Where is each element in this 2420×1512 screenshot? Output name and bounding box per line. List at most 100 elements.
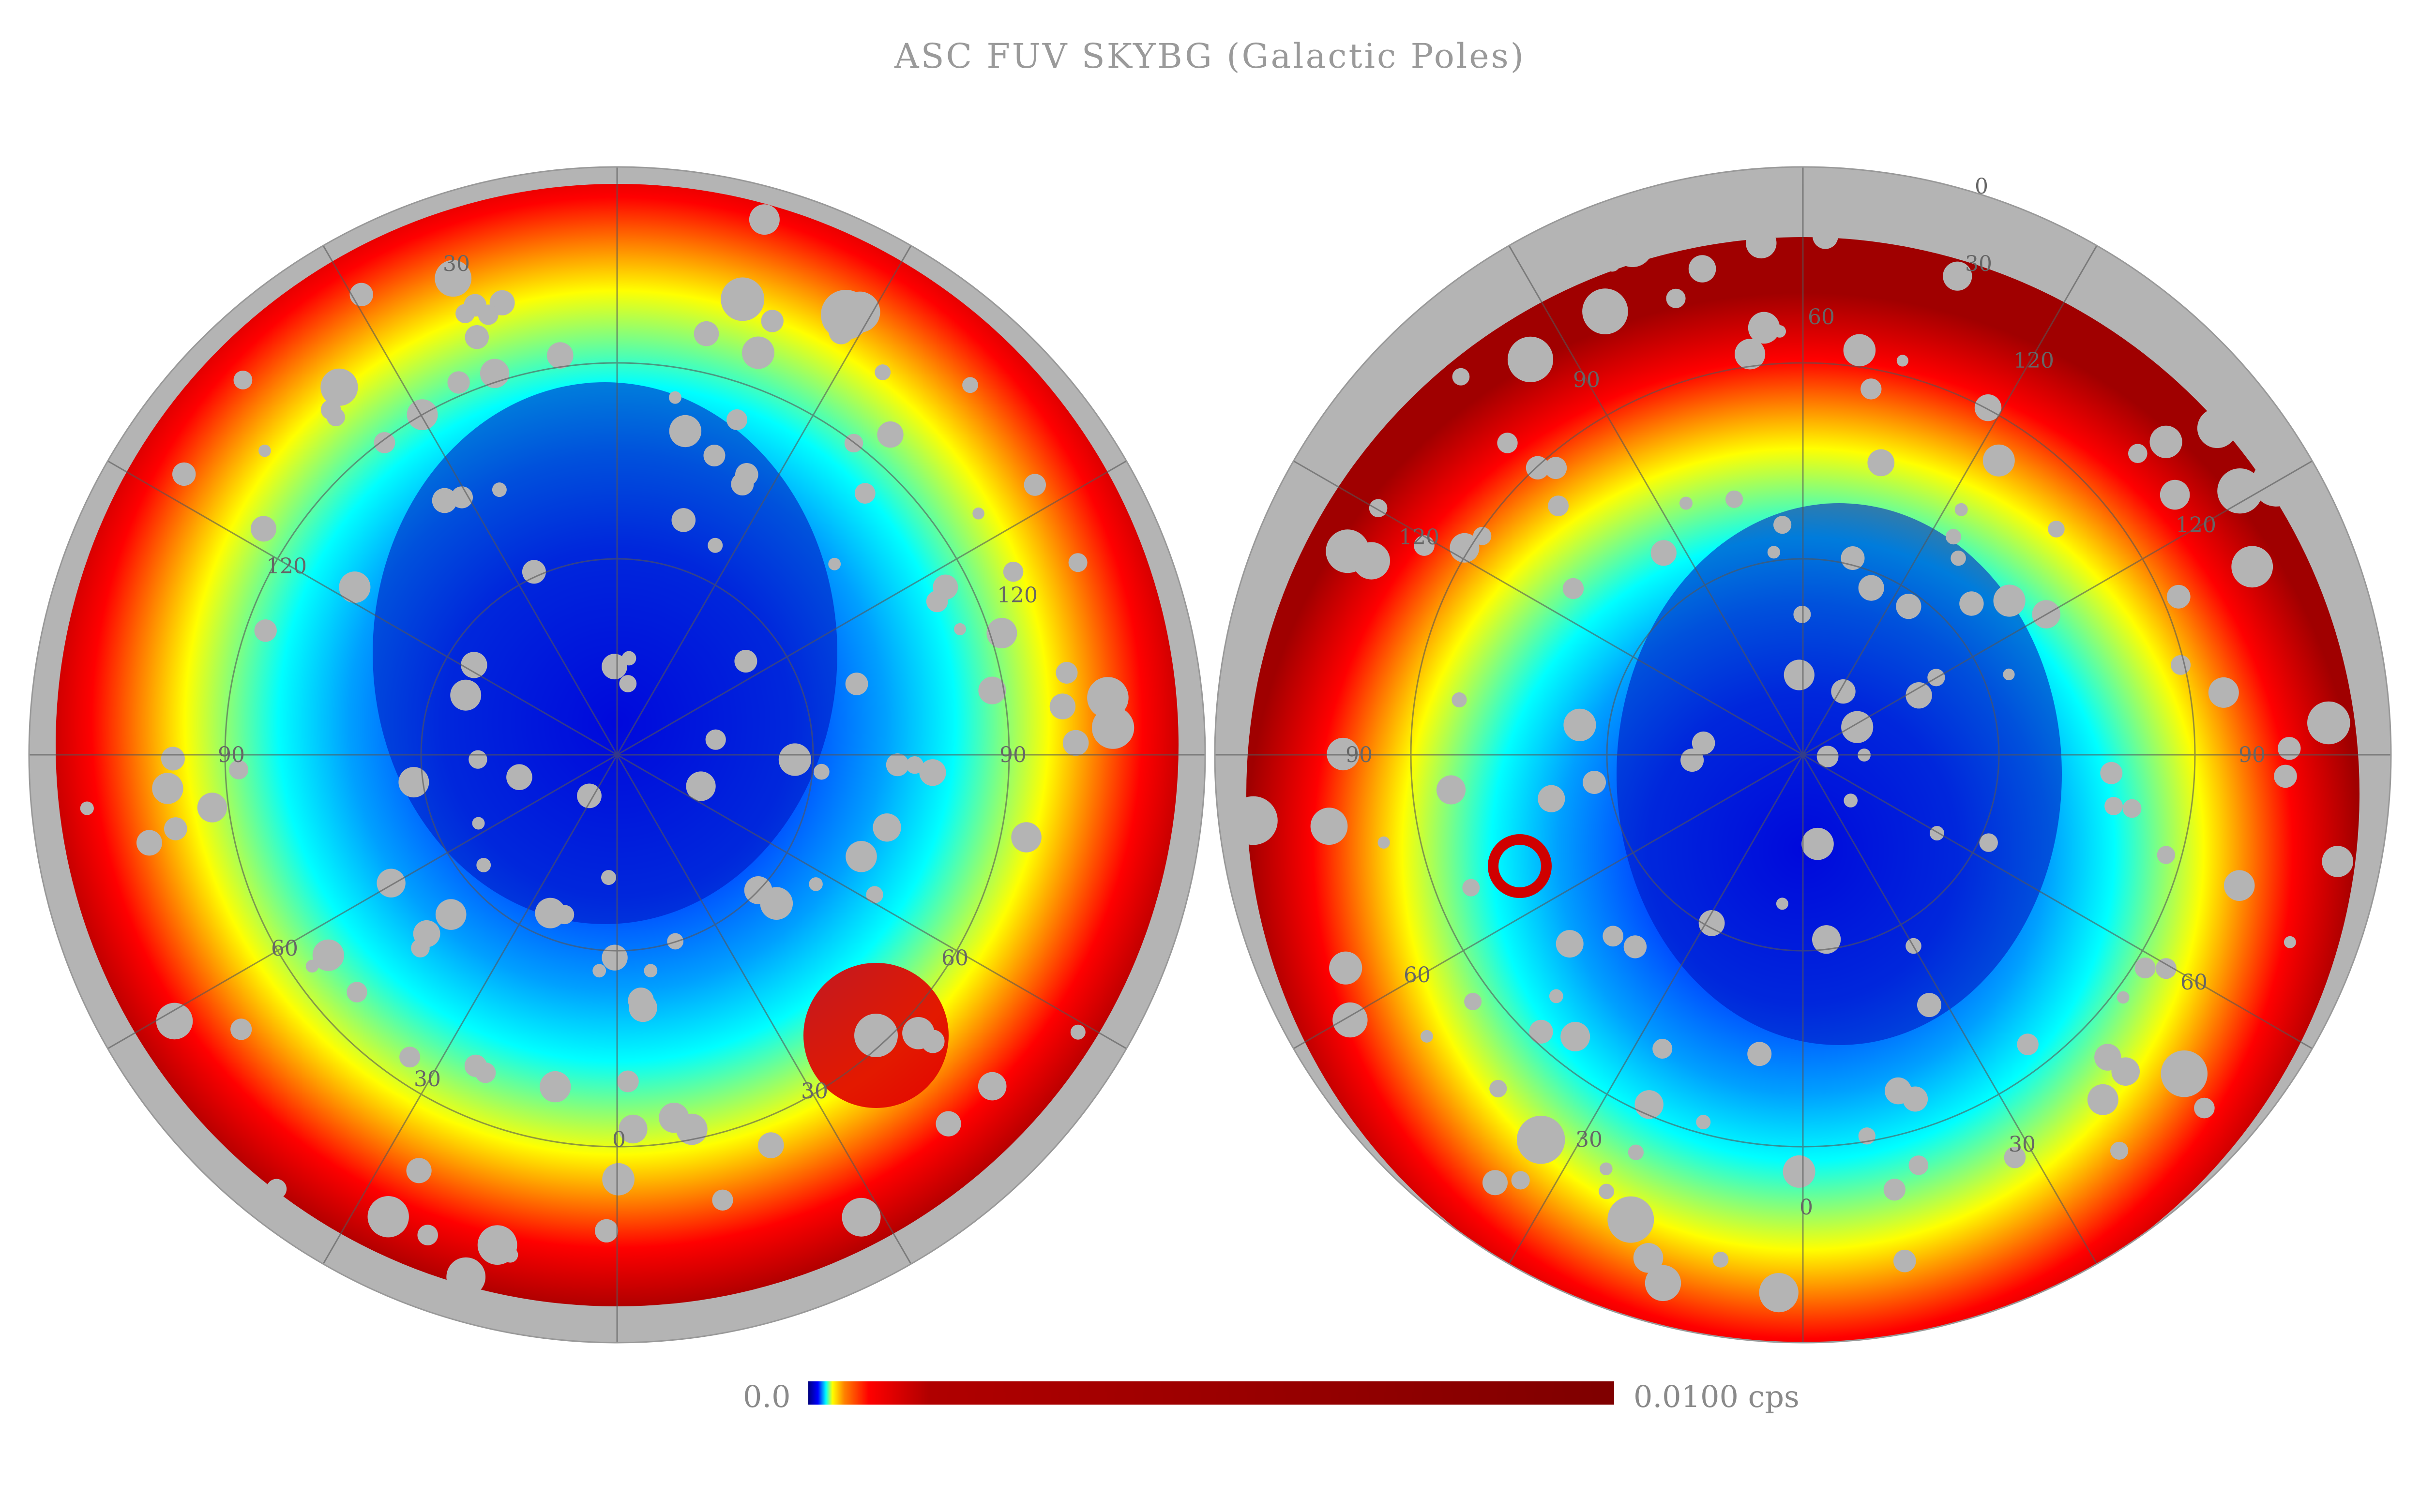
data-gap	[1056, 662, 1078, 684]
data-gap	[1746, 227, 1777, 259]
data-gap	[1816, 746, 1839, 767]
data-gap	[1462, 879, 1480, 897]
data-gap	[1526, 456, 1550, 479]
data-gap	[2278, 737, 2301, 760]
data-gap	[347, 982, 367, 1003]
data-gap	[1352, 542, 1390, 580]
data-gap	[846, 841, 877, 872]
data-gap	[1748, 312, 1780, 344]
data-gap	[778, 743, 811, 776]
data-gap	[1867, 449, 1895, 477]
data-gap	[1507, 336, 1554, 383]
data-gap	[1377, 836, 1390, 849]
data-gap	[668, 391, 681, 404]
data-gap	[1896, 355, 1908, 367]
data-gap	[1712, 1252, 1729, 1268]
data-gap	[1369, 499, 1388, 518]
data-gap	[1049, 693, 1076, 719]
north-lat-label: 60	[941, 946, 968, 971]
data-gap	[432, 488, 457, 513]
data-gap	[1628, 1144, 1644, 1160]
south-lon-label: 120	[2013, 348, 2054, 373]
data-gap	[506, 764, 532, 790]
data-gap	[760, 887, 793, 920]
data-gap	[1841, 711, 1874, 743]
data-gap	[349, 283, 373, 306]
data-gap	[1759, 1273, 1799, 1313]
north-lon-label: 120	[266, 554, 307, 579]
data-gap	[2208, 677, 2239, 708]
data-gap	[978, 1072, 1007, 1101]
data-gap	[1612, 226, 1653, 268]
data-gap	[1652, 1039, 1673, 1059]
data-gap	[2134, 958, 2156, 979]
data-gap	[1917, 993, 1941, 1018]
data-gap	[2223, 870, 2255, 901]
data-gap	[1679, 496, 1693, 510]
data-gap	[972, 507, 984, 520]
data-gap	[1943, 261, 1972, 291]
data-gap	[1070, 1024, 1086, 1040]
data-gap	[936, 1111, 961, 1137]
north-lat-label: 120	[997, 583, 1038, 608]
data-gap	[1698, 910, 1725, 936]
south-lat-label: 90	[2238, 743, 2266, 767]
data-gap	[1650, 540, 1677, 566]
data-gap	[1473, 526, 1492, 545]
data-gap	[866, 886, 883, 903]
data-gap	[80, 801, 94, 815]
data-gap	[962, 377, 978, 393]
north-lat-label: 90	[218, 743, 245, 767]
data-gap	[233, 371, 253, 389]
data-gap	[312, 939, 344, 971]
data-gap	[886, 753, 909, 777]
data-gap	[1696, 1115, 1711, 1130]
data-gap	[1420, 1030, 1433, 1043]
data-gap	[617, 1070, 639, 1093]
data-gap	[1979, 833, 1998, 852]
data-gap	[1776, 898, 1788, 910]
data-gap	[2128, 444, 2148, 463]
data-gap	[2110, 1141, 2129, 1160]
data-gap	[413, 920, 440, 947]
data-gap	[2155, 958, 2177, 979]
data-gap	[1582, 288, 1628, 334]
data-gap	[1497, 433, 1518, 453]
data-gap	[602, 944, 628, 971]
data-gap	[1735, 339, 1766, 370]
data-gap	[1310, 808, 1348, 845]
data-gap	[906, 756, 924, 774]
data-gap	[1464, 993, 1482, 1010]
data-gap	[435, 260, 472, 297]
data-gap	[1563, 708, 1596, 741]
data-gap	[592, 964, 606, 978]
data-gap	[1783, 1155, 1815, 1188]
colorbar	[808, 1381, 1614, 1405]
data-gap	[1607, 1196, 1654, 1243]
data-gap	[399, 1047, 421, 1068]
data-gap	[875, 364, 891, 380]
data-gap	[1068, 553, 1088, 572]
chart-title: ASC FUV SKYBG (Galactic Poles)	[894, 36, 1526, 76]
data-gap	[1645, 1265, 1681, 1302]
data-gap	[2284, 936, 2296, 948]
data-gap	[628, 988, 654, 1014]
data-gap	[1767, 546, 1780, 559]
data-gap	[877, 421, 904, 448]
data-gap	[1946, 529, 1961, 545]
data-gap	[1893, 1249, 1916, 1272]
data-gap	[164, 817, 187, 840]
data-gap	[919, 759, 946, 786]
data-gap	[734, 650, 757, 673]
data-gap	[406, 1158, 432, 1183]
data-gap	[2087, 1084, 2118, 1115]
data-gap	[742, 336, 774, 369]
data-gap	[2166, 584, 2191, 609]
data-gap	[377, 868, 406, 898]
data-gap	[1974, 394, 2002, 421]
data-gap	[1812, 925, 1841, 954]
data-gap	[1959, 591, 1984, 616]
data-gap	[1688, 255, 1716, 283]
data-gap	[417, 1225, 438, 1245]
